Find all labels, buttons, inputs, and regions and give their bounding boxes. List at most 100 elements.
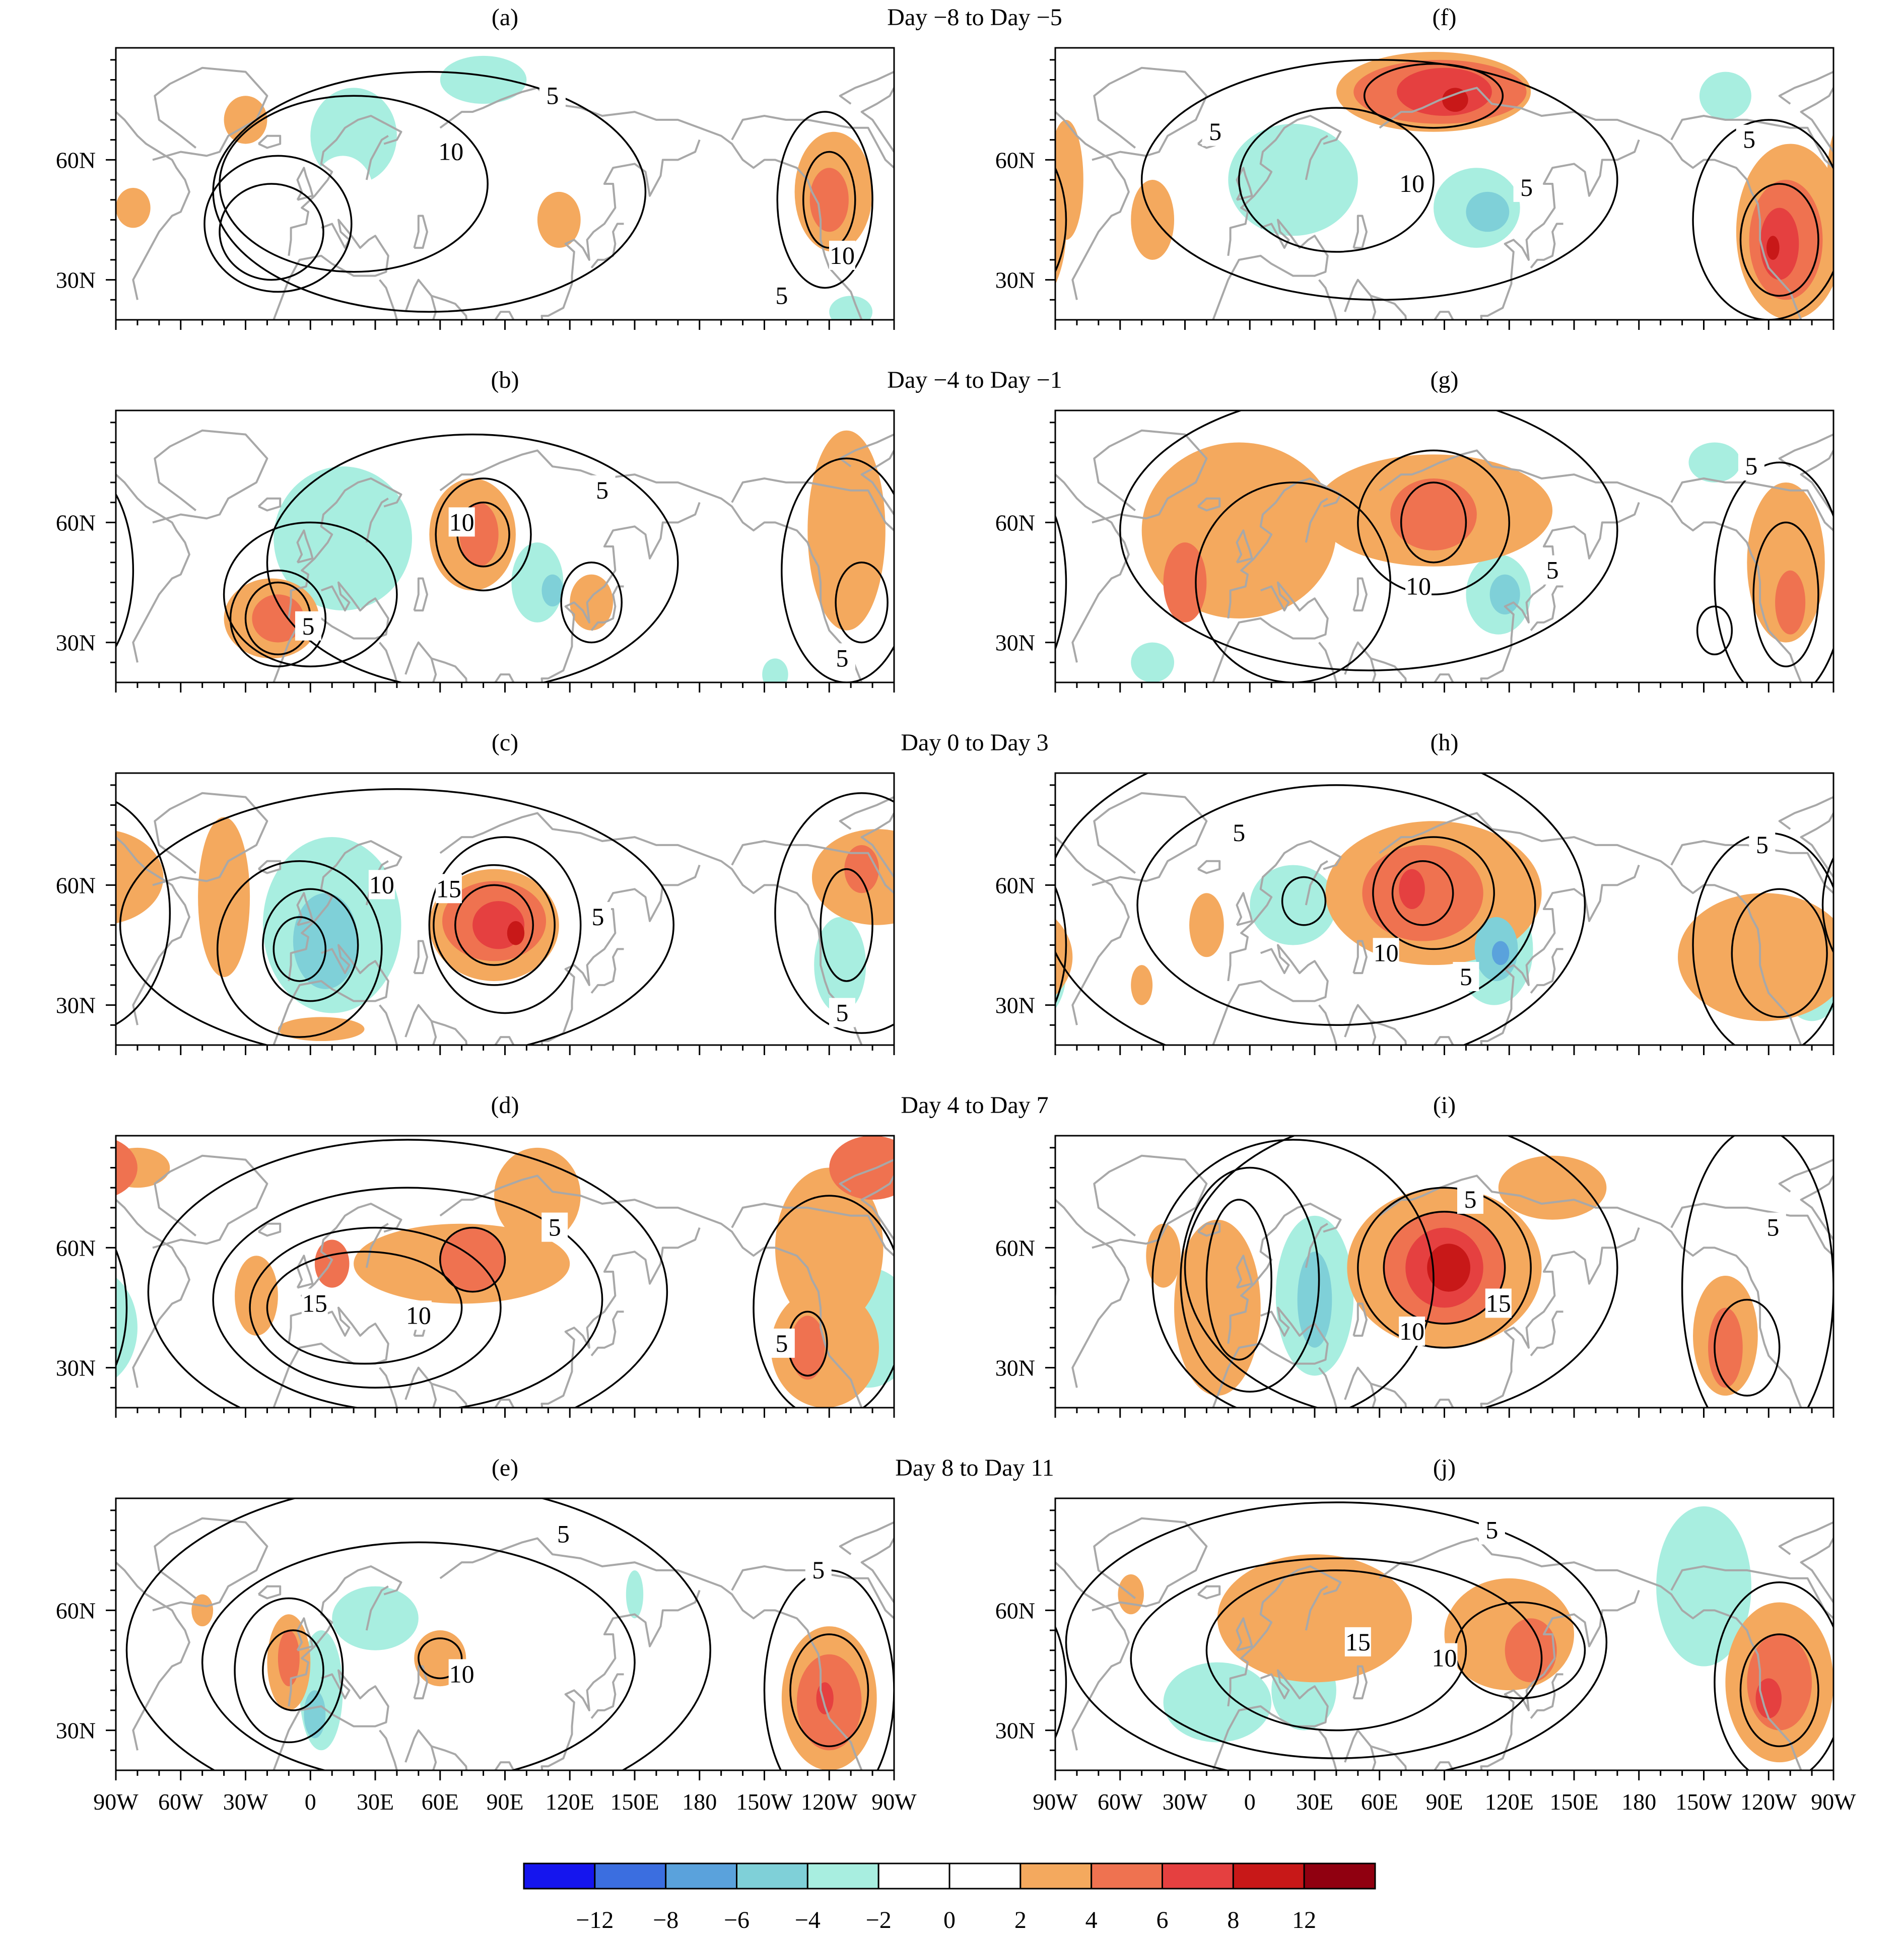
coastline <box>1092 429 1208 524</box>
y-tick-label: 30N <box>995 993 1035 1018</box>
contour-line-5 <box>1065 1501 1607 1770</box>
coastline <box>1371 295 1454 320</box>
coastline <box>1530 585 1563 632</box>
contour-line-5 <box>266 433 679 682</box>
coastline <box>590 223 624 269</box>
contour-line-5 <box>428 836 582 1014</box>
coastline <box>1055 1561 1130 1751</box>
coastline <box>1379 1537 1802 1770</box>
contour-label: 15 <box>436 874 461 903</box>
panel-a: 5 10 10 5 30N 60N (a) <box>0 4 895 330</box>
shading-blob <box>1399 869 1425 909</box>
shading-blob <box>116 831 164 924</box>
panel-h: 5 10 5 5 30N 60N (h) <box>995 729 1834 1055</box>
shading-blob <box>1131 180 1175 260</box>
coastline <box>296 167 314 201</box>
contour-line-10 <box>10 1311 49 1375</box>
coastline <box>1305 860 1328 906</box>
contour-line-10 <box>789 1633 869 1748</box>
shading-blob <box>807 430 886 631</box>
contour-line-10 <box>1391 860 1454 926</box>
colorbar-box <box>1162 1862 1234 1890</box>
coastline <box>1236 529 1253 564</box>
coastline <box>1778 71 1833 105</box>
coastline <box>431 1382 515 1408</box>
colorbar: −12 −8 −6 −4 −2 0 2 4 6 8 12 <box>523 1862 1376 1933</box>
contour-line-5 <box>0 112 94 288</box>
coastline <box>379 1729 437 1770</box>
coastline <box>1371 1382 1454 1408</box>
contour-line-5 <box>1681 1136 1833 1408</box>
contour-label-bg <box>1539 555 1566 585</box>
x-tick-label: 60E <box>1361 1789 1398 1815</box>
coastline <box>1480 1589 1640 1770</box>
contour-line-10 <box>219 183 324 281</box>
contour-label: 5 <box>1546 556 1559 584</box>
contour-line-5 <box>116 1248 128 1368</box>
x-tick-label: 120W <box>801 1789 858 1815</box>
coastline <box>1055 473 1130 663</box>
coastline <box>1212 581 1329 682</box>
x-tick-label: 30E <box>1296 1789 1333 1815</box>
contour-label-bg <box>405 1300 432 1330</box>
shading-blob <box>626 1570 644 1619</box>
y-tick-label: 60N <box>56 872 96 898</box>
y-tick-label: 60N <box>56 1235 96 1261</box>
contour-label: 5 <box>1743 125 1755 154</box>
contour-line-10 <box>919 606 954 654</box>
panel-letter: (d) <box>491 1092 519 1119</box>
contour-label-bg <box>541 1212 568 1242</box>
x-tick-label: 120E <box>546 1789 594 1815</box>
coastline <box>839 796 894 830</box>
shading-blob <box>771 1287 879 1408</box>
shading-blob <box>4 1626 99 1770</box>
contour-label-bg <box>1373 938 1399 967</box>
contour-line-10 <box>262 1629 324 1711</box>
shading-blob <box>1055 119 1083 240</box>
shading-blob <box>198 817 250 978</box>
coastline <box>1092 792 1208 886</box>
contour-line-10 <box>1357 1187 1532 1349</box>
shading-blob <box>423 176 458 224</box>
coastline <box>439 812 863 1045</box>
panel-letter: (e) <box>492 1455 518 1481</box>
contour-label: 10 <box>1406 572 1431 600</box>
shading-blob <box>988 236 1001 260</box>
coastline <box>590 585 624 632</box>
shading-blob <box>1489 574 1520 614</box>
colorbar-tick-label: 8 <box>1227 1907 1239 1933</box>
coastline <box>590 1310 624 1357</box>
coastline <box>1055 836 1130 1025</box>
contour-line-5 <box>1055 1263 1056 1312</box>
coastline <box>1305 1585 1328 1631</box>
shading-blob <box>304 1690 326 1739</box>
contour-label-bg <box>829 240 855 270</box>
contour-line-10 <box>1205 1199 1272 1361</box>
coastline <box>116 836 190 1025</box>
contour-label: 5 <box>1460 962 1472 991</box>
coastline <box>1530 948 1563 994</box>
coastline <box>1212 944 1329 1045</box>
coastline <box>288 115 402 256</box>
coastline <box>1318 279 1377 320</box>
coastline <box>296 529 314 564</box>
coastline <box>439 1537 863 1770</box>
shading-blob <box>116 187 151 228</box>
coastline <box>379 1366 437 1408</box>
contour-line-10 <box>1357 449 1511 596</box>
contour-line-5 <box>1055 166 1067 273</box>
y-tick-label: 30N <box>56 993 96 1018</box>
coastline <box>1778 1521 1833 1555</box>
contour-label: 15 <box>1486 1289 1511 1318</box>
colorbar-box <box>1232 1862 1305 1890</box>
shading-blob <box>1505 1618 1557 1683</box>
coastline <box>1480 502 1640 682</box>
contour-label: 5 <box>1520 173 1533 201</box>
coastline <box>1092 1154 1208 1249</box>
contour-line-10 <box>249 1226 502 1389</box>
contour-label: 10 <box>406 1301 431 1329</box>
contour-label: 5 <box>836 998 849 1026</box>
coastline <box>540 502 701 682</box>
contour-line-5 <box>1055 773 1586 1045</box>
contour-line-10 <box>234 1597 344 1744</box>
